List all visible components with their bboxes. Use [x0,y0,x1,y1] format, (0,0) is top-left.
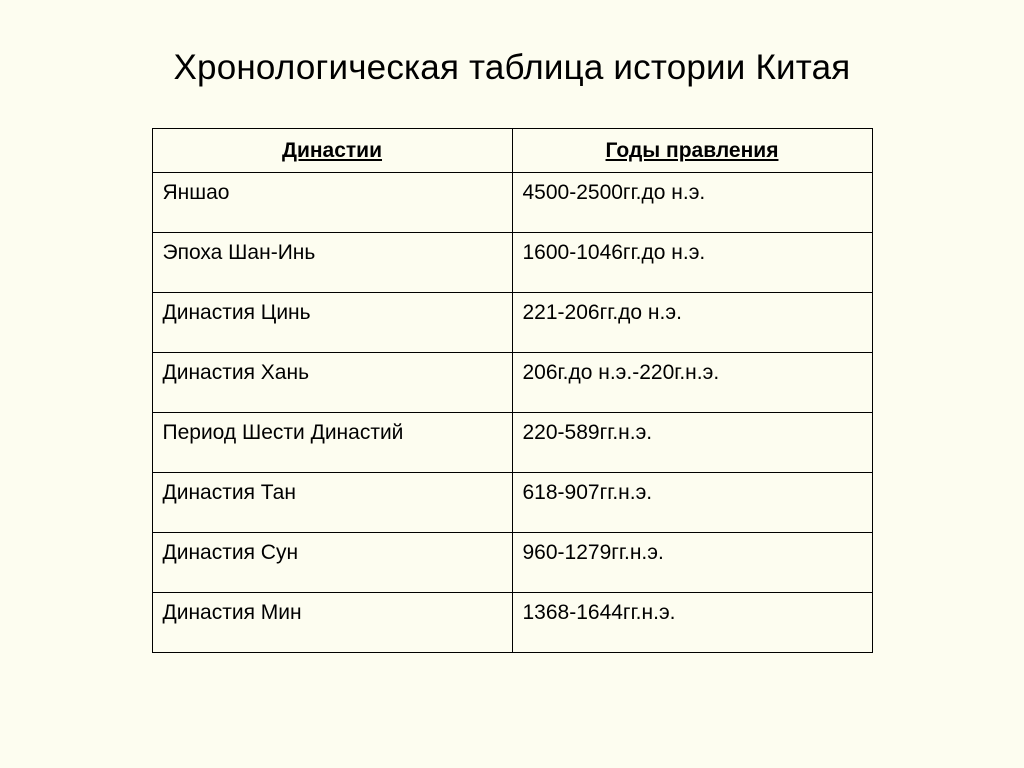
table-row: Период Шести Династий 220-589гг.н.э. [152,413,872,473]
table-row: Династия Тан 618-907гг.н.э. [152,473,872,533]
dynasty-table: Династии Годы правления Яншао 4500-2500г… [152,128,873,653]
cell-dynasty: Династия Тан [152,473,512,533]
cell-years: 960-1279гг.н.э. [512,533,872,593]
cell-dynasty: Эпоха Шан-Инь [152,233,512,293]
table-row: Династия Цинь 221-206гг.до н.э. [152,293,872,353]
cell-years: 206г.до н.э.-220г.н.э. [512,353,872,413]
col-header-years: Годы правления [512,129,872,173]
table-header-row: Династии Годы правления [152,129,872,173]
table-row: Династия Хань 206г.до н.э.-220г.н.э. [152,353,872,413]
page-title: Хронологическая таблица истории Китая [0,48,1024,88]
cell-years: 1600-1046гг.до н.э. [512,233,872,293]
table-row: Яншао 4500-2500гг.до н.э. [152,173,872,233]
table-row: Династия Мин 1368-1644гг.н.э. [152,593,872,653]
cell-years: 221-206гг.до н.э. [512,293,872,353]
cell-dynasty: Династия Мин [152,593,512,653]
slide: Хронологическая таблица истории Китая Ди… [0,0,1024,768]
cell-dynasty: Династия Хань [152,353,512,413]
cell-dynasty: Династия Цинь [152,293,512,353]
cell-dynasty: Период Шести Династий [152,413,512,473]
cell-dynasty: Яншао [152,173,512,233]
table-row: Династия Сун 960-1279гг.н.э. [152,533,872,593]
cell-years: 1368-1644гг.н.э. [512,593,872,653]
col-header-dynasty: Династии [152,129,512,173]
cell-dynasty: Династия Сун [152,533,512,593]
cell-years: 4500-2500гг.до н.э. [512,173,872,233]
cell-years: 220-589гг.н.э. [512,413,872,473]
cell-years: 618-907гг.н.э. [512,473,872,533]
table-row: Эпоха Шан-Инь 1600-1046гг.до н.э. [152,233,872,293]
